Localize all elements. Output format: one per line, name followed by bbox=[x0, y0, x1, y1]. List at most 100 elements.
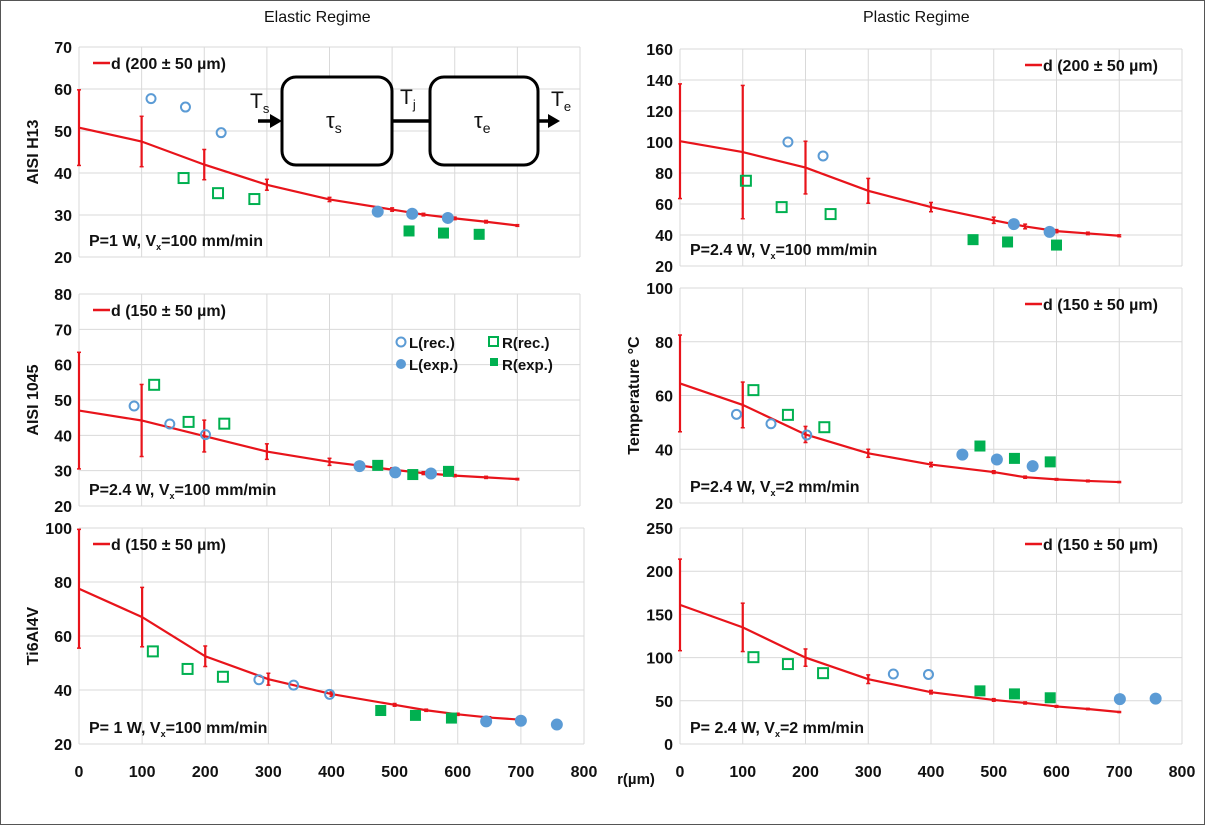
R-exp-point bbox=[967, 234, 979, 246]
legend-L-exp-icon bbox=[396, 359, 406, 369]
L-exp-point bbox=[514, 714, 527, 727]
L-exp-point bbox=[1113, 693, 1126, 706]
L-exp-point bbox=[371, 205, 384, 218]
R-exp-point bbox=[437, 227, 449, 239]
y-tick-label: 40 bbox=[655, 442, 673, 459]
R-exp-point bbox=[1044, 456, 1056, 468]
L-exp-point bbox=[1007, 218, 1020, 231]
chart-panel-1045: 20 30 40 50 60 70 80 AISI 1045 d (150 ± 50 µm) P=… bbox=[25, 287, 581, 516]
L-rec-point bbox=[145, 93, 157, 105]
x-tick-label: 100 bbox=[129, 764, 156, 781]
y-axis-label: AISI 1045 bbox=[25, 364, 42, 435]
L-exp-point bbox=[1149, 692, 1162, 705]
R-rec-point bbox=[824, 208, 837, 221]
L-exp-point bbox=[480, 715, 493, 728]
R-exp-point bbox=[473, 228, 485, 240]
x-tick-label: 0 bbox=[676, 764, 685, 781]
output-arrow-icon bbox=[548, 114, 560, 128]
x-tick-label: 800 bbox=[1169, 764, 1196, 781]
marker-legend: L(rec.) R(rec.) L(exp.) R(exp.) bbox=[395, 335, 553, 374]
L-rec-point bbox=[782, 136, 794, 148]
legend-L-rec-icon bbox=[395, 336, 407, 348]
R-rec-point bbox=[218, 417, 231, 430]
x-tick-label: 700 bbox=[1106, 764, 1133, 781]
L-exp-point bbox=[990, 453, 1003, 466]
L-rec-point bbox=[179, 101, 191, 113]
x-tick-label: 500 bbox=[381, 764, 408, 781]
y-tick-label: 50 bbox=[655, 694, 673, 711]
chart-panel-1045-plastic: 20 40 60 80 100 Temperature °C d (150 ± 50 µm)… bbox=[626, 281, 1183, 513]
R-rec-point bbox=[781, 658, 794, 671]
R-rec-point bbox=[248, 193, 261, 206]
L-exp-point bbox=[956, 448, 969, 461]
L-rec-point bbox=[164, 418, 176, 430]
R-rec-point bbox=[739, 174, 752, 187]
R-exp-point bbox=[375, 705, 387, 717]
output-temperature-label: Te bbox=[551, 88, 571, 114]
y-tick-label: 60 bbox=[54, 82, 72, 99]
L-exp-point bbox=[550, 718, 563, 731]
x-tick-label: 800 bbox=[571, 764, 598, 781]
x-axis-label: r(µm) bbox=[617, 771, 655, 788]
R-rec-point bbox=[818, 421, 831, 434]
L-exp-point bbox=[389, 466, 402, 479]
x-tick-label: 700 bbox=[508, 764, 535, 781]
y-axis-label: AISI H13 bbox=[25, 119, 42, 184]
y-axis-label: Ti6Al4V bbox=[25, 606, 42, 665]
chart-panel-ti6al4v: 20 40 60 80 100 0 100 200 300 400 500 600 700 800 Ti6A… bbox=[25, 521, 597, 781]
R-exp-point bbox=[372, 459, 384, 471]
y-tick-label: 20 bbox=[54, 250, 72, 267]
y-tick-label: 20 bbox=[54, 499, 72, 516]
R-exp-point bbox=[442, 465, 454, 477]
L-exp-point bbox=[353, 460, 366, 473]
condition-annotation: P=1 W, Vx=100 mm/min bbox=[89, 233, 263, 252]
x-tick-label: 500 bbox=[980, 764, 1007, 781]
y-tick-label: 60 bbox=[54, 358, 72, 375]
condition-annotation: P=2.4 W, Vx=100 mm/min bbox=[690, 242, 877, 261]
L-rec-point bbox=[324, 688, 336, 700]
L-exp-point bbox=[424, 467, 437, 480]
x-tick-label: 300 bbox=[255, 764, 282, 781]
L-rec-point bbox=[922, 668, 934, 680]
L-rec-point bbox=[215, 127, 227, 139]
y-tick-label: 30 bbox=[54, 208, 72, 225]
R-rec-point bbox=[775, 201, 788, 214]
R-exp-point bbox=[1008, 452, 1020, 464]
input-temperature-label: Ts bbox=[250, 90, 270, 116]
plastic-regime-title: Plastic Regime bbox=[863, 9, 970, 26]
thermal-block-diagram: Ts τs Tj τe Te bbox=[250, 75, 571, 167]
R-rec-point bbox=[148, 378, 161, 391]
y-tick-label: 60 bbox=[54, 629, 72, 646]
x-tick-label: 0 bbox=[75, 764, 84, 781]
L-rec-point bbox=[817, 150, 829, 162]
y-tick-label: 80 bbox=[54, 287, 72, 304]
y-tick-label: 80 bbox=[655, 166, 673, 183]
L-exp-point bbox=[406, 207, 419, 220]
y-tick-label: 60 bbox=[655, 389, 673, 406]
y-tick-label: 40 bbox=[54, 683, 72, 700]
x-tick-label: 600 bbox=[1043, 764, 1070, 781]
y-tick-label: 50 bbox=[54, 393, 72, 410]
model-line bbox=[78, 587, 521, 721]
L-rec-point bbox=[765, 418, 777, 430]
y-tick-label: 40 bbox=[54, 166, 72, 183]
y-axis-label: Temperature °C bbox=[626, 336, 643, 455]
L-rec-point bbox=[253, 674, 265, 686]
chart-panel-ti6al4v-plastic: 0 50 100 150 200 250 0 100 200 300 400 500 600 700 800… bbox=[617, 521, 1195, 788]
R-exp-point bbox=[407, 469, 419, 481]
R-exp-point bbox=[1008, 688, 1020, 700]
y-tick-label: 40 bbox=[54, 428, 72, 445]
legend-R-exp-label: R(exp.) bbox=[502, 357, 553, 374]
y-tick-label: 120 bbox=[646, 104, 673, 121]
L-rec-point bbox=[288, 679, 300, 691]
legend-label: d (200 ± 50 µm) bbox=[111, 56, 226, 73]
R-rec-point bbox=[182, 415, 195, 428]
L-rec-point bbox=[887, 668, 899, 680]
R-exp-point bbox=[974, 440, 986, 452]
y-tick-label: 100 bbox=[646, 135, 673, 152]
y-tick-label: 0 bbox=[664, 737, 673, 754]
y-tick-label: 160 bbox=[646, 42, 673, 59]
R-rec-point bbox=[817, 667, 830, 680]
y-tick-label: 20 bbox=[655, 496, 673, 513]
